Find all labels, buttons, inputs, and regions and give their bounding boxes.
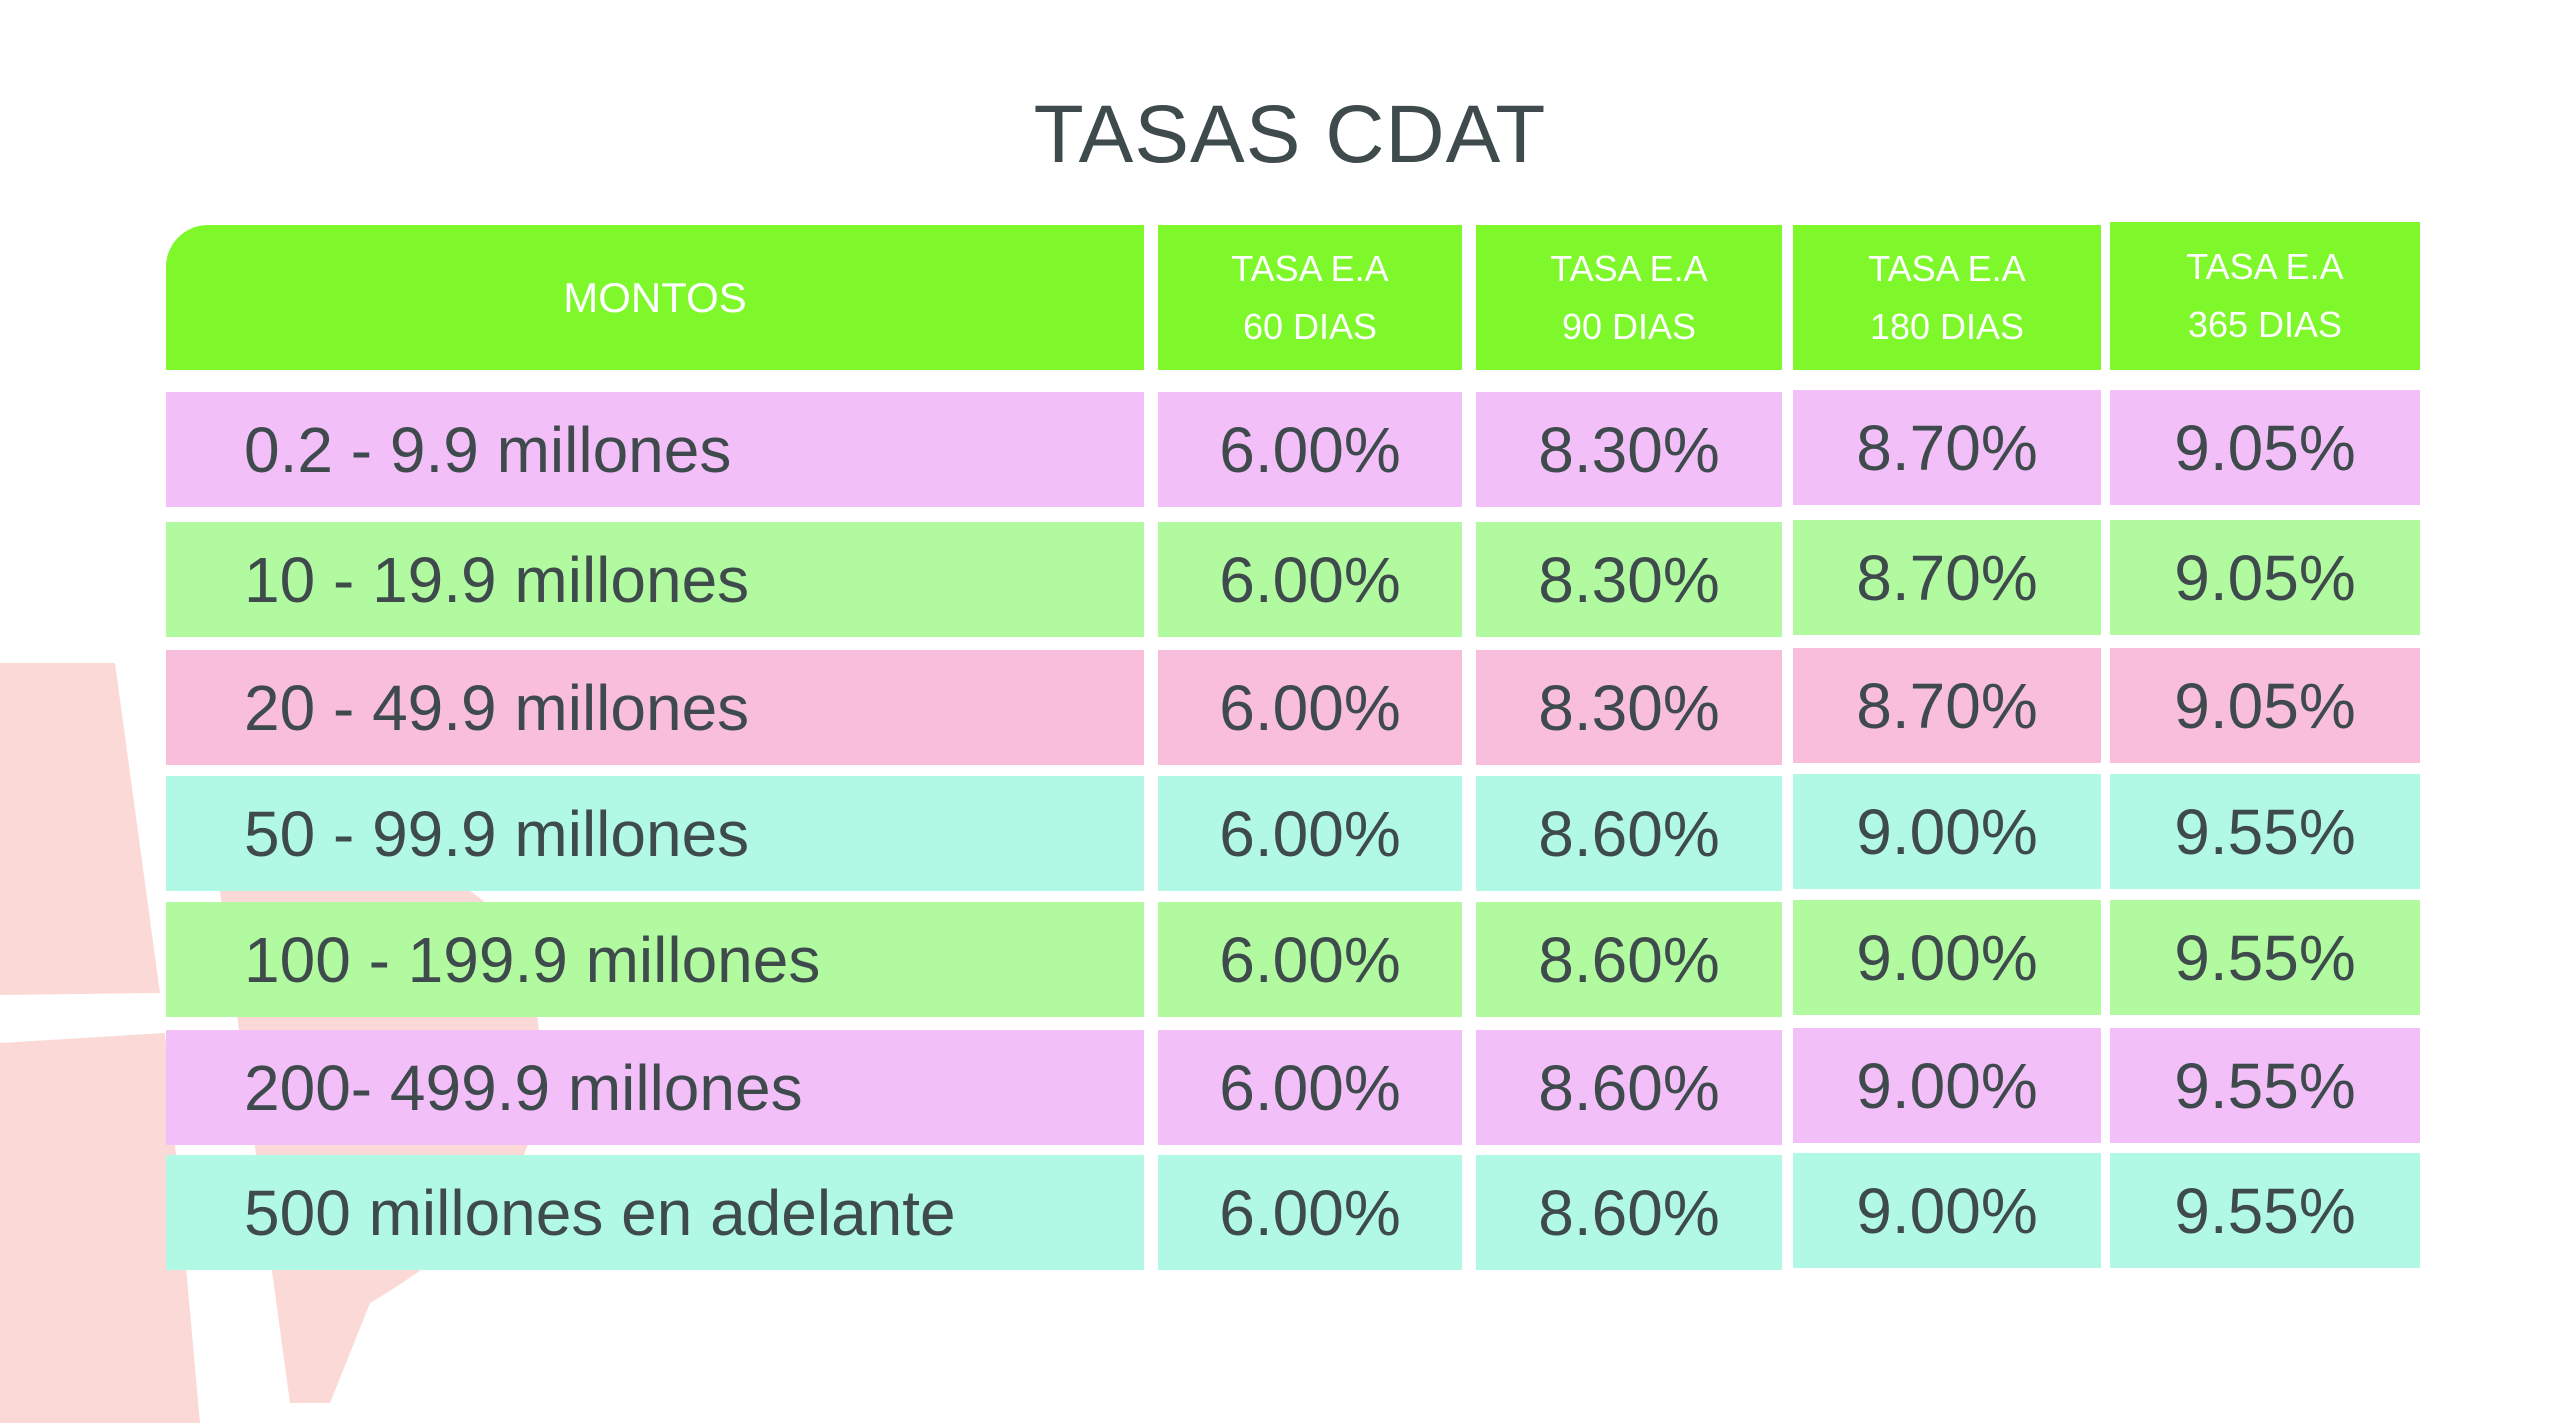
monto-text: 10 - 19.9 millones bbox=[244, 543, 750, 616]
rate-cell: 9.00% bbox=[1793, 900, 2101, 1015]
header-rate-col-4: TASA E.A 365 DIAS bbox=[2110, 222, 2420, 370]
monto-text: 200- 499.9 millones bbox=[244, 1051, 803, 1124]
rate-cell: 8.30% bbox=[1476, 522, 1782, 637]
monto-text: 0.2 - 9.9 millones bbox=[244, 413, 732, 486]
rate-cell: 6.00% bbox=[1158, 902, 1462, 1017]
rate-value: 9.05% bbox=[2174, 669, 2356, 742]
rate-value: 8.30% bbox=[1538, 671, 1720, 744]
header-rate-line2: 180 DIAS bbox=[1869, 305, 2025, 347]
header-rate-line2: 365 DIAS bbox=[2187, 304, 2343, 345]
header-rate-line1: TASA E.A bbox=[1868, 247, 2026, 289]
rate-cell: 9.00% bbox=[1793, 774, 2101, 889]
rate-value: 8.70% bbox=[1856, 541, 2038, 614]
rate-cell: 9.05% bbox=[2110, 648, 2420, 763]
rate-value: 9.55% bbox=[2174, 1049, 2356, 1122]
rate-cell: 6.00% bbox=[1158, 650, 1462, 765]
rate-value: 9.00% bbox=[1856, 921, 2038, 994]
row-monto-label: 200- 499.9 millones bbox=[166, 1030, 1144, 1145]
background-decoration bbox=[0, 663, 541, 1423]
rate-cell: 8.70% bbox=[1793, 520, 2101, 635]
rate-value: 6.00% bbox=[1219, 797, 1401, 870]
rate-cell: 6.00% bbox=[1158, 776, 1462, 891]
rate-cell: 8.60% bbox=[1476, 902, 1782, 1017]
header-rate-line1: TASA E.A bbox=[1231, 247, 1389, 289]
header-rate-col-3: TASA E.A 180 DIAS bbox=[1793, 225, 2101, 370]
page-title: TASAS CDAT bbox=[1033, 89, 1547, 180]
rate-value: 8.60% bbox=[1538, 797, 1720, 870]
rate-value: 9.05% bbox=[2174, 541, 2356, 614]
rate-value: 9.00% bbox=[1856, 795, 2038, 868]
header-rate-col-1: TASA E.A 60 DIAS bbox=[1158, 225, 1462, 370]
rate-cell: 6.00% bbox=[1158, 522, 1462, 637]
rate-value: 9.55% bbox=[2174, 1174, 2356, 1247]
rate-value: 6.00% bbox=[1219, 1176, 1401, 1249]
monto-text: 100 - 199.9 millones bbox=[244, 923, 821, 996]
rate-cell: 8.70% bbox=[1793, 648, 2101, 763]
rate-value: 9.00% bbox=[1856, 1049, 2038, 1122]
rate-value: 6.00% bbox=[1219, 543, 1401, 616]
rate-cell: 8.70% bbox=[1793, 390, 2101, 505]
header-montos: MONTOS bbox=[166, 225, 1144, 370]
rate-value: 8.30% bbox=[1538, 413, 1720, 486]
rate-value: 6.00% bbox=[1219, 1051, 1401, 1124]
header-rate-line2: 90 DIAS bbox=[1561, 305, 1697, 347]
rate-cell: 8.30% bbox=[1476, 650, 1782, 765]
rate-value: 8.70% bbox=[1856, 669, 2038, 742]
rate-cell: 8.30% bbox=[1476, 392, 1782, 507]
row-monto-label: 100 - 199.9 millones bbox=[166, 902, 1144, 1017]
header-rate-col-2: TASA E.A 90 DIAS bbox=[1476, 225, 1782, 370]
row-monto-label: 0.2 - 9.9 millones bbox=[166, 392, 1144, 507]
rate-value: 9.55% bbox=[2174, 921, 2356, 994]
rate-value: 9.55% bbox=[2174, 795, 2356, 868]
rate-value: 8.60% bbox=[1538, 1176, 1720, 1249]
rate-value: 6.00% bbox=[1219, 413, 1401, 486]
rate-cell: 9.55% bbox=[2110, 774, 2420, 889]
rate-cell: 9.55% bbox=[2110, 1028, 2420, 1143]
header-rate-line1: TASA E.A bbox=[1550, 247, 1708, 289]
row-monto-label: 50 - 99.9 millones bbox=[166, 776, 1144, 891]
rate-cell: 6.00% bbox=[1158, 1155, 1462, 1270]
rate-value: 6.00% bbox=[1219, 923, 1401, 996]
rate-cell: 8.60% bbox=[1476, 1030, 1782, 1145]
rate-value: 8.70% bbox=[1856, 411, 2038, 484]
rate-value: 8.60% bbox=[1538, 923, 1720, 996]
rate-cell: 8.60% bbox=[1476, 1155, 1782, 1270]
rate-cell: 9.05% bbox=[2110, 520, 2420, 635]
rate-cell: 9.55% bbox=[2110, 900, 2420, 1015]
rate-cell: 9.55% bbox=[2110, 1153, 2420, 1268]
header-rate-line1: TASA E.A bbox=[2186, 246, 2344, 287]
monto-text: 20 - 49.9 millones bbox=[244, 671, 750, 744]
rate-value: 9.00% bbox=[1856, 1174, 2038, 1247]
rate-value: 8.30% bbox=[1538, 543, 1720, 616]
rate-value: 9.05% bbox=[2174, 411, 2356, 484]
monto-text: 50 - 99.9 millones bbox=[244, 797, 750, 870]
rate-cell: 8.60% bbox=[1476, 776, 1782, 891]
rate-cell: 9.05% bbox=[2110, 390, 2420, 505]
row-monto-label: 20 - 49.9 millones bbox=[166, 650, 1144, 765]
rate-value: 6.00% bbox=[1219, 671, 1401, 744]
rate-value: 8.60% bbox=[1538, 1051, 1720, 1124]
rate-cell: 9.00% bbox=[1793, 1028, 2101, 1143]
header-rate-line2: 60 DIAS bbox=[1242, 305, 1378, 347]
rate-cell: 6.00% bbox=[1158, 1030, 1462, 1145]
rate-cell: 9.00% bbox=[1793, 1153, 2101, 1268]
header-montos-label: MONTOS bbox=[563, 273, 747, 321]
rate-cell: 6.00% bbox=[1158, 392, 1462, 507]
row-monto-label: 500 millones en adelante bbox=[166, 1155, 1144, 1270]
row-monto-label: 10 - 19.9 millones bbox=[166, 522, 1144, 637]
monto-text: 500 millones en adelante bbox=[244, 1176, 956, 1249]
